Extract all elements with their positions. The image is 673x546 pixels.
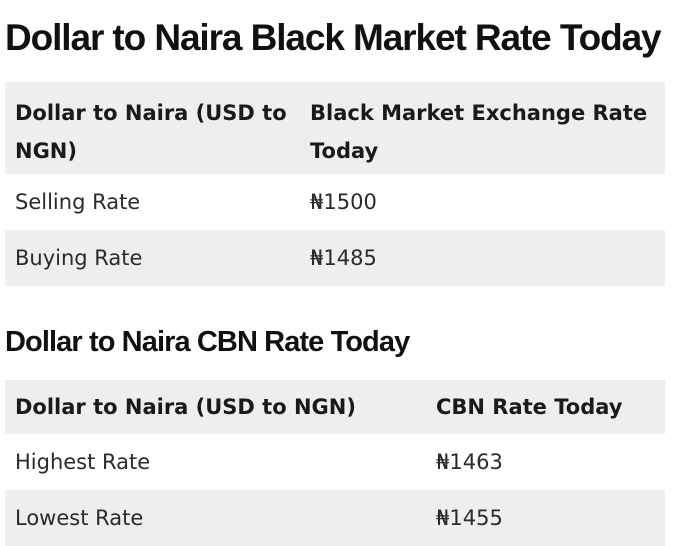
- column-header-currency-pair: Dollar to Naira (USD to NGN): [15, 101, 287, 163]
- table-row-lowest-rate: Lowest Rate ₦1455: [5, 490, 665, 546]
- rate-value-cell: ₦1500: [310, 190, 377, 214]
- table-row-highest-rate: Highest Rate ₦1463: [5, 434, 665, 490]
- column-header-cbn-rate: CBN Rate Today: [436, 395, 623, 419]
- rate-type-cell: Buying Rate: [15, 246, 143, 270]
- table-row-buying-rate: Buying Rate ₦1485: [5, 230, 665, 286]
- table-header-row: Dollar to Naira (USD to NGN) Black Marke…: [5, 82, 665, 174]
- column-header-black-market-rate: Black Market Exchange Rate Today: [310, 101, 648, 163]
- table-header-row: Dollar to Naira (USD to NGN) CBN Rate To…: [5, 380, 665, 434]
- cbn-rate-table: Dollar to Naira (USD to NGN) CBN Rate To…: [5, 380, 665, 546]
- rate-value-cell: ₦1485: [310, 246, 377, 270]
- table-row-selling-rate: Selling Rate ₦1500: [5, 174, 665, 230]
- rate-type-cell: Lowest Rate: [15, 506, 144, 530]
- black-market-rate-table: Dollar to Naira (USD to NGN) Black Marke…: [5, 82, 665, 286]
- column-header-currency-pair: Dollar to Naira (USD to NGN): [15, 395, 356, 419]
- rate-type-cell: Selling Rate: [15, 190, 141, 214]
- page-title: Dollar to Naira Black Market Rate Today: [5, 17, 662, 58]
- rate-value-cell: ₦1463: [436, 450, 503, 474]
- cbn-section-title: Dollar to Naira CBN Rate Today: [5, 326, 410, 358]
- rate-type-cell: Highest Rate: [15, 450, 151, 474]
- rate-value-cell: ₦1455: [436, 506, 503, 530]
